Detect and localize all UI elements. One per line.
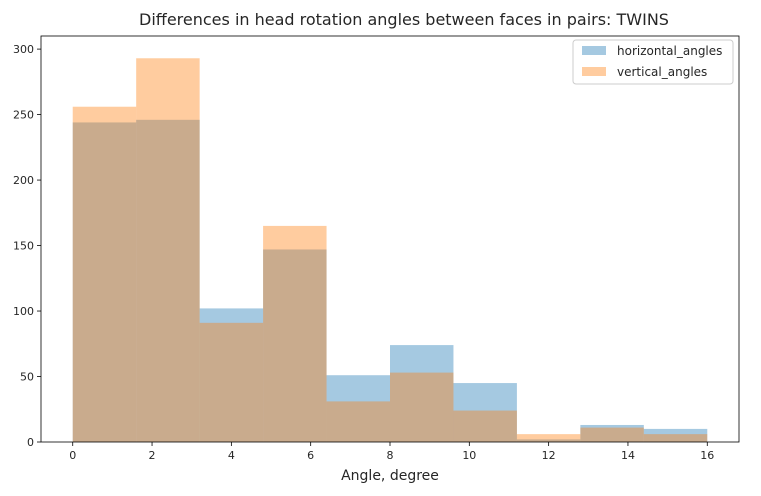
bar-vertical — [580, 427, 644, 442]
chart-title: Differences in head rotation angles betw… — [139, 10, 669, 29]
bar-horizontal — [390, 345, 454, 442]
x-tick-label: 8 — [387, 449, 394, 462]
bar-horizontal — [199, 308, 264, 442]
bar-vertical — [72, 106, 137, 442]
y-tick-label: 100 — [13, 305, 34, 318]
bar-horizontal — [643, 428, 708, 442]
bar-vertical — [263, 225, 327, 442]
legend: horizontal_angles vertical_angles — [572, 39, 734, 85]
bar-vertical — [199, 322, 264, 442]
bar-horizontal — [326, 375, 390, 442]
x-tick-label: 2 — [149, 449, 156, 462]
bar-vertical — [453, 410, 517, 442]
y-tick-label: 200 — [13, 174, 34, 187]
legend-frame — [572, 39, 734, 85]
x-axis-ticks: 0 2 4 6 8 10 12 14 16 — [69, 442, 714, 462]
x-tick-label: 12 — [542, 449, 556, 462]
bar-horizontal — [136, 119, 200, 443]
y-tick-label: 0 — [27, 436, 34, 449]
legend-swatch-horizontal — [582, 46, 606, 55]
legend-swatch-vertical — [582, 67, 606, 76]
bar-vertical — [516, 434, 581, 442]
x-tick-label: 6 — [307, 449, 314, 462]
x-tick-label: 10 — [462, 449, 476, 462]
y-tick-label: 250 — [13, 109, 34, 122]
bar-horizontal — [72, 122, 137, 442]
y-tick-label: 150 — [13, 240, 34, 253]
x-tick-label: 14 — [621, 449, 635, 462]
bar-horizontal — [263, 249, 327, 442]
bar-horizontal — [453, 383, 517, 442]
bar-horizontal — [516, 439, 581, 442]
x-tick-label: 4 — [228, 449, 235, 462]
bar-vertical — [326, 401, 390, 442]
y-tick-label: 300 — [13, 43, 34, 56]
bar-vertical — [136, 58, 200, 442]
bar-horizontal — [580, 424, 644, 442]
legend-label-vertical: vertical_angles — [617, 65, 707, 79]
y-axis-ticks: 0 50 100 150 200 250 300 — [13, 43, 41, 449]
legend-label-horizontal: horizontal_angles — [617, 44, 722, 58]
x-tick-label: 0 — [69, 449, 76, 462]
bars-group — [72, 58, 708, 443]
x-tick-label: 16 — [700, 449, 714, 462]
y-tick-label: 50 — [20, 371, 34, 384]
x-axis-label: Angle, degree — [341, 468, 439, 484]
bar-vertical — [390, 372, 454, 442]
bar-vertical — [643, 434, 708, 442]
